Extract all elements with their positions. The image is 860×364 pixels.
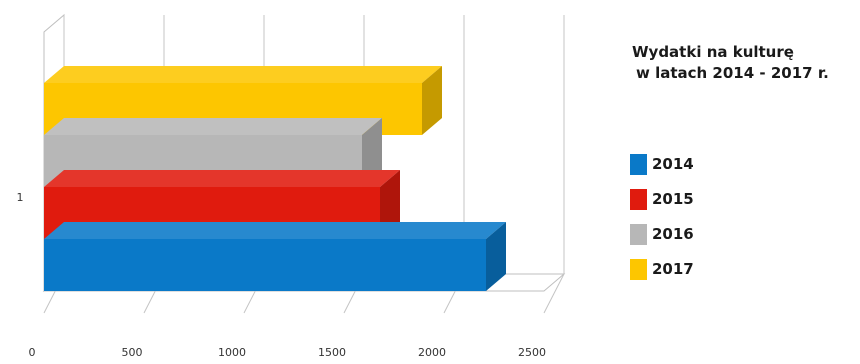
y-tick-label: 1 <box>17 191 24 204</box>
bar-top-face <box>44 222 506 239</box>
y-axis-ticks: 1 <box>17 191 24 204</box>
x-tick-label: 2500 <box>518 346 546 359</box>
bar-side-face <box>380 170 400 239</box>
legend-label-2014: 2014 <box>652 155 694 173</box>
x-tick-label: 2000 <box>418 346 446 359</box>
legend-item-2017: 2017 <box>630 257 750 281</box>
legend-label-2017: 2017 <box>652 260 694 278</box>
legend-label-2015: 2015 <box>652 190 694 208</box>
bar-top-face <box>44 170 400 187</box>
legend-item-2016: 2016 <box>630 222 750 246</box>
chart-title-line-1: Wydatki na kulturę <box>632 43 794 61</box>
legend-item-2015: 2015 <box>630 187 750 211</box>
bar-2014 <box>44 222 506 291</box>
x-tick-label: 1000 <box>218 346 246 359</box>
legend: 2014 2015 2016 2017 <box>630 152 750 292</box>
legend-swatch-2014 <box>630 154 647 175</box>
bar-top-face <box>44 66 442 83</box>
bar-side-face <box>362 118 382 187</box>
chart-title: Wydatki na kulturę w latach 2014 - 2017 … <box>632 42 858 84</box>
legend-swatch-2017 <box>630 259 647 280</box>
bar-top-face <box>44 118 382 135</box>
legend-item-2014: 2014 <box>630 152 750 176</box>
bar-side-face <box>486 222 506 291</box>
x-tick-label: 1500 <box>318 346 346 359</box>
legend-label-2016: 2016 <box>652 225 694 243</box>
x-tick-label: 0 <box>29 346 36 359</box>
x-axis-ticks: 0 500 1000 1500 2000 2500 <box>29 346 547 359</box>
bars <box>44 66 506 291</box>
legend-swatch-2015 <box>630 189 647 210</box>
floor-gridline-2500 <box>543 273 565 314</box>
chart-title-line-2: w latach 2014 - 2017 r. <box>636 64 829 82</box>
bar-side-face <box>422 66 442 135</box>
legend-swatch-2016 <box>630 224 647 245</box>
x-tick-label: 500 <box>122 346 143 359</box>
bar-front-face <box>44 239 486 291</box>
